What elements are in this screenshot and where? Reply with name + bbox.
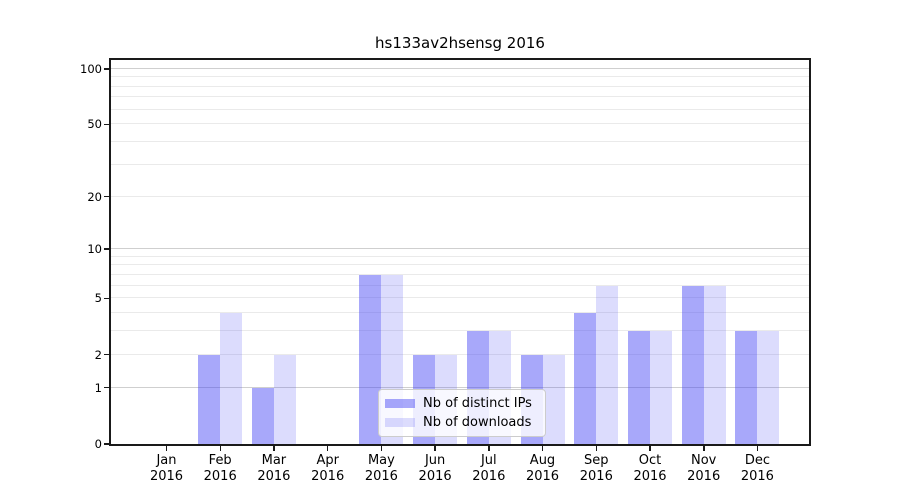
legend: Nb of distinct IPs Nb of downloads [378, 389, 546, 437]
y-tick-label-5: 5 [94, 291, 102, 306]
gridline-y-10 [111, 248, 809, 250]
y-tick-mark [104, 443, 109, 445]
x-tick-mark [165, 446, 168, 451]
y-tick-mark [104, 248, 109, 250]
bar-downloads-dec [757, 331, 780, 444]
x-tick-mark [380, 446, 383, 451]
bar-downloads-nov [703, 285, 726, 444]
legend-item-distinct-ips: Nb of distinct IPs [385, 395, 539, 412]
gridline-y-9 [111, 255, 809, 257]
bar-distinct-ips-oct [628, 331, 650, 444]
x-tick-mark [703, 446, 705, 451]
gridline-y-80 [111, 85, 809, 87]
x-tick-label-jun: Jun 2016 [418, 453, 452, 484]
x-tick-label-feb: Feb 2016 [203, 453, 237, 484]
y-tick-mark [104, 353, 109, 356]
gridline-y-7 [111, 273, 809, 275]
gridline-y-5 [111, 297, 809, 299]
x-tick-label-sep: Sep 2016 [579, 453, 613, 484]
x-tick-mark [326, 446, 329, 451]
y-tick-mark [104, 386, 109, 389]
y-tick-label-1: 1 [94, 380, 102, 395]
x-tick-label-oct: Oct 2016 [633, 453, 667, 484]
x-tick-label-jan: Jan 2016 [149, 453, 184, 484]
gridline-y-4 [111, 312, 809, 314]
legend-item-downloads: Nb of downloads [385, 414, 539, 431]
bar-distinct-ips-sep [574, 313, 597, 444]
x-tick-mark [273, 446, 275, 451]
legend-label: Nb of distinct IPs [423, 396, 532, 411]
x-tick-label-aug: Aug 2016 [525, 453, 560, 484]
gridline-y-100 [111, 67, 809, 69]
legend-swatch-distinct-ips [385, 399, 415, 408]
x-tick-label-dec: Dec 2016 [740, 453, 774, 484]
y-tick-label-50: 50 [87, 117, 102, 132]
gridline-y-60 [111, 108, 809, 110]
y-tick-mark [104, 123, 109, 126]
bar-distinct-ips-nov [681, 285, 704, 444]
gridline-y-20 [111, 195, 809, 197]
y-tick-label-2: 2 [94, 347, 102, 362]
bar-downloads-sep [596, 285, 619, 444]
gridline-y-6 [111, 284, 809, 286]
bar-distinct-ips-mar [251, 387, 274, 444]
chart-title: hs133av2hsensg 2016 [375, 34, 545, 52]
x-tick-label-apr: Apr 2016 [311, 453, 345, 484]
bar-downloads-oct [650, 331, 672, 444]
bar-distinct-ips-dec [735, 331, 758, 444]
y-tick-label-20: 20 [87, 189, 102, 204]
gridline-y-30 [111, 163, 809, 165]
bar-downloads-mar [273, 354, 296, 444]
y-tick-label-10: 10 [87, 242, 102, 257]
x-tick-mark [219, 446, 221, 451]
gridline-y-3 [111, 330, 809, 332]
x-tick-mark [434, 446, 436, 451]
x-tick-mark [488, 446, 490, 451]
gridline-y-70 [111, 96, 809, 98]
x-tick-mark [595, 446, 597, 451]
x-tick-label-nov: Nov 2016 [687, 453, 721, 484]
gridline-y-90 [111, 76, 809, 78]
gridline-y-2 [111, 353, 809, 355]
gridline-y-50 [111, 123, 809, 125]
legend-label: Nb of downloads [423, 415, 532, 430]
plot-area: Nb of distinct IPs Nb of downloads [109, 58, 811, 446]
bar-downloads-aug [542, 354, 565, 444]
y-tick-mark [104, 195, 109, 198]
x-tick-label-may: May 2016 [364, 453, 398, 484]
y-tick-label-0: 0 [94, 437, 102, 451]
y-tick-mark [104, 68, 109, 70]
gridline-y-8 [111, 264, 809, 266]
legend-swatch-downloads [385, 418, 415, 427]
x-tick-mark [756, 446, 759, 451]
y-tick-label-100: 100 [80, 61, 102, 76]
x-tick-mark [649, 446, 651, 451]
gridline-y-1 [111, 386, 809, 388]
x-tick-mark [541, 446, 544, 451]
x-tick-label-jul: Jul 2016 [472, 453, 506, 484]
bar-distinct-ips-feb [198, 354, 221, 444]
gridline-y-40 [111, 141, 809, 143]
bar-downloads-feb [220, 313, 243, 444]
y-tick-mark [104, 297, 109, 300]
x-tick-label-mar: Mar 2016 [257, 453, 291, 484]
bar-distinct-ips-may [359, 274, 382, 444]
